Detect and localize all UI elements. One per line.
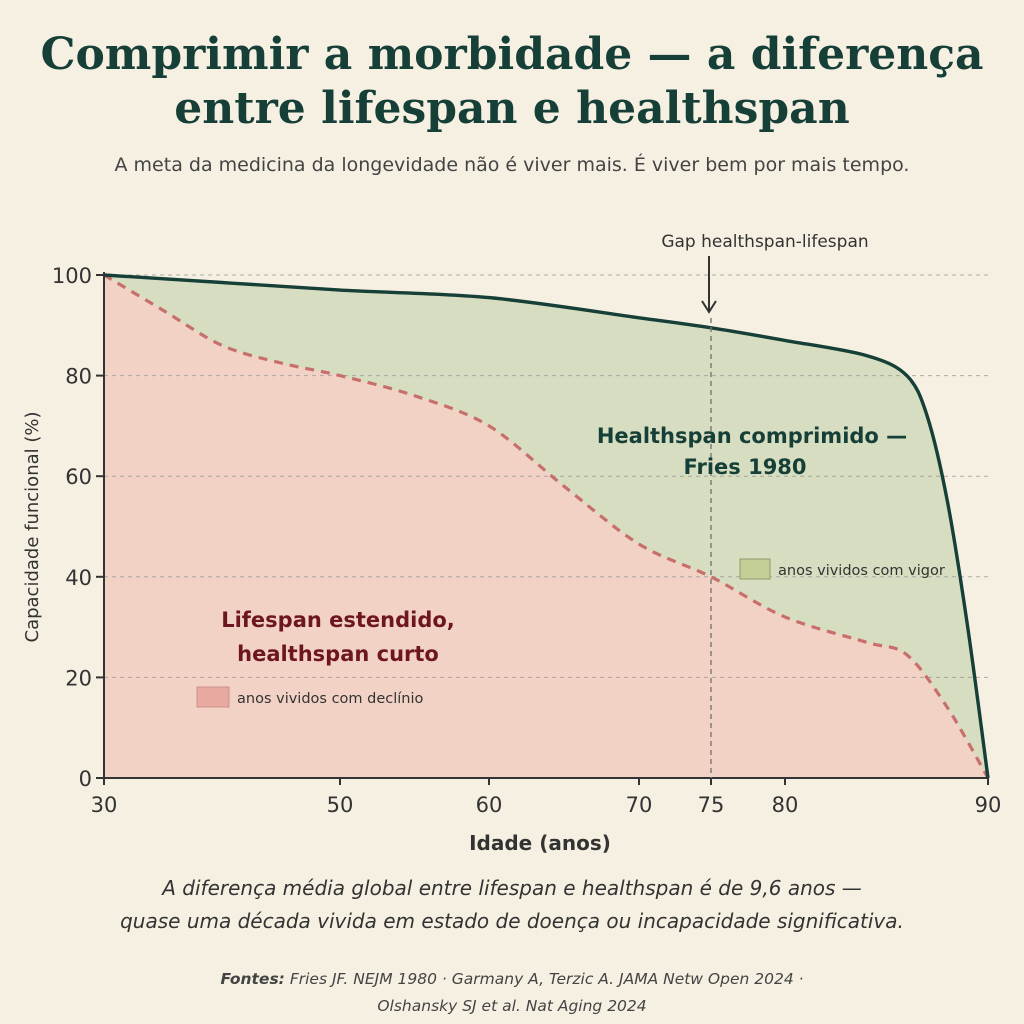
x-tick-label: 30 xyxy=(91,793,118,817)
healthspan-line xyxy=(103,273,990,779)
legend-swatch-vigor xyxy=(739,558,771,580)
sources: Fontes: Fries JF. NEJM 1980 · Garmany A,… xyxy=(60,966,964,1020)
y-tick-label: 0 xyxy=(79,767,92,791)
x-tick-label: 80 xyxy=(772,793,799,817)
caption-line-2: quase uma década vivida em estado de doe… xyxy=(120,909,904,933)
chart-subtitle: A meta da medicina da longevidade não é … xyxy=(114,154,910,176)
area-chart: 0 20 40 60 80 100 30 50 60 70 75 80 90 Idade (anos)… xyxy=(22,232,1002,855)
sources-line-1: Fontes: Fries JF. NEJM 1980 · Garmany A,… xyxy=(60,966,964,993)
legend-label-vigor: anos vividos com vigor xyxy=(778,563,945,579)
y-tick-label: 40 xyxy=(65,566,92,590)
grid-lines xyxy=(104,274,988,678)
healthspan-label-line-1: Healthspan comprimido — xyxy=(597,424,907,448)
sources-text-1: Fries JF. NEJM 1980 · Garmany A, Terzic … xyxy=(289,970,804,988)
y-tick-label: 20 xyxy=(65,666,92,690)
y-tick-label: 80 xyxy=(65,365,92,389)
x-tick-labels: 30 50 60 70 75 80 90 xyxy=(91,778,1002,817)
x-tick-label: 60 xyxy=(476,793,503,817)
y-axis-label: Capacidade funcional (%) xyxy=(22,411,43,642)
chart-title: Comprimir a morbidade — a diferença entr… xyxy=(0,28,1024,136)
x-tick-label: 75 xyxy=(698,793,725,817)
gap-arrow-head-icon xyxy=(701,300,717,314)
decline-area xyxy=(104,275,988,778)
sources-label: Fontes: xyxy=(220,970,285,988)
healthspan-label-line-2: Fries 1980 xyxy=(683,455,806,479)
x-tick-label: 70 xyxy=(626,793,653,817)
gap-marker-label: Gap healthspan-lifespan xyxy=(661,232,868,252)
y-tick-labels: 0 20 40 60 80 100 xyxy=(52,264,104,791)
legend-label-decline: anos vividos com declínio xyxy=(237,691,424,707)
lifespan-label-line-2: healthspan curto xyxy=(237,642,439,666)
title-line-1: Comprimir a morbidade — a diferença xyxy=(40,29,984,80)
legend-swatch-decline xyxy=(196,686,230,708)
y-tick-label: 60 xyxy=(65,465,92,489)
chart-caption: A diferença média global entre lifespan … xyxy=(40,872,984,938)
x-tick-label: 90 xyxy=(975,793,1002,817)
x-axis-label: Idade (anos) xyxy=(469,831,611,855)
x-tick-label: 50 xyxy=(327,793,354,817)
caption-line-1: A diferença média global entre lifespan … xyxy=(162,876,862,900)
lifespan-label-line-1: Lifespan estendido, xyxy=(221,608,455,632)
y-tick-label: 100 xyxy=(52,264,92,288)
lifespan-decline-line xyxy=(103,273,990,779)
sources-text-2: Olshansky SJ et al. Nat Aging 2024 xyxy=(377,997,647,1015)
title-line-2: entre lifespan e healthspan xyxy=(174,83,850,134)
